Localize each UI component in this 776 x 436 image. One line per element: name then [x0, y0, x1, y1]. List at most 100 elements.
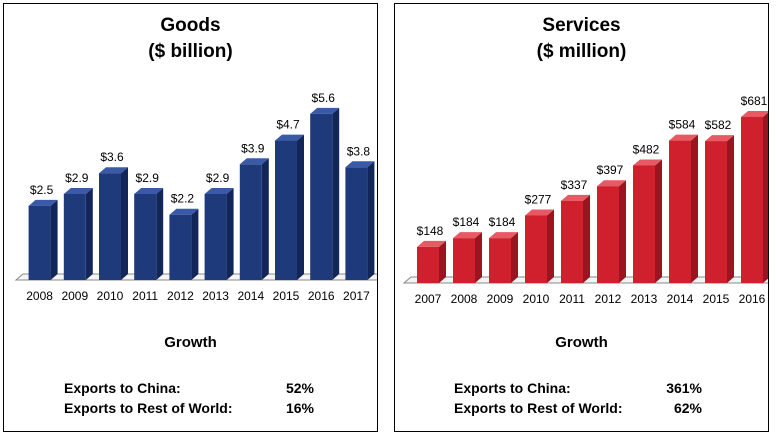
bar [633, 159, 662, 283]
x-tick-label: 2014 [667, 292, 694, 306]
bar-top [669, 134, 698, 141]
data-label: $2.5 [30, 183, 54, 197]
data-label: $3.6 [100, 150, 124, 164]
bar-top [597, 180, 626, 187]
bar-top [204, 187, 234, 194]
data-label: $184 [489, 215, 516, 229]
bar-top [28, 199, 58, 206]
bar [669, 134, 698, 283]
bar-top [453, 232, 482, 239]
bar [561, 194, 590, 283]
bar-side [475, 232, 482, 283]
bar-top [345, 161, 375, 168]
data-label: $2.9 [65, 171, 89, 185]
x-tick-label: 2013 [631, 292, 658, 306]
x-tick-label: 2017 [343, 289, 370, 303]
bar-side [439, 240, 446, 283]
bar-top [633, 159, 662, 166]
bar [169, 208, 199, 280]
growth-value: 62% [673, 400, 702, 416]
bar-side [121, 167, 128, 280]
bar-front [705, 141, 727, 283]
bar [705, 135, 734, 283]
bar [417, 240, 446, 283]
bar-side [226, 187, 234, 280]
bar-front [741, 116, 763, 284]
x-tick-label: 2011 [132, 289, 158, 303]
data-label: $482 [633, 142, 660, 156]
bar-front [169, 214, 192, 280]
bar-side [85, 187, 93, 280]
x-tick-label: 2007 [415, 292, 442, 306]
goods-panel: Goods ($ billion) $2.5 2008 $2.9 2009 $3.6 20… [3, 3, 378, 432]
bar-top [417, 240, 446, 247]
growth-label: Exports to China: [64, 380, 181, 396]
growth-value: 16% [285, 400, 314, 416]
x-tick-label: 2011 [559, 292, 585, 306]
bar-top [741, 110, 768, 117]
bar-side [655, 159, 662, 283]
bar-side [50, 199, 58, 280]
services-bar-chart: $148 2007 $184 2008 $184 2009 $277 2010 $337 2011… [402, 94, 768, 306]
bar-top [310, 107, 340, 114]
x-tick-label: 2016 [308, 289, 335, 303]
data-label: $397 [597, 163, 624, 177]
data-label: $3.9 [241, 141, 265, 155]
services-panel: Services ($ million) $148 2007 $184 2008 $18… [394, 3, 769, 432]
growth-value: 361% [666, 380, 702, 396]
data-label: $3.8 [347, 144, 371, 158]
data-label: $4.7 [276, 118, 300, 132]
bar-front [28, 205, 51, 280]
x-tick-label: 2012 [595, 292, 622, 306]
bar-front [633, 165, 655, 283]
bar-side [367, 161, 375, 280]
bar [275, 134, 304, 280]
bar-front [99, 173, 121, 280]
bar-front [453, 238, 475, 283]
bar [204, 187, 234, 280]
bar [28, 199, 58, 280]
bar [453, 232, 482, 283]
x-tick-label: 2009 [61, 289, 88, 303]
x-tick-label: 2010 [97, 289, 124, 303]
bar [345, 161, 375, 280]
x-tick-label: 2009 [487, 292, 514, 306]
x-tick-label: 2015 [273, 289, 300, 303]
bar-top [525, 209, 554, 216]
bar-side [261, 158, 269, 280]
bar-front [310, 113, 333, 280]
growth-label: Exports to China: [454, 380, 571, 396]
x-tick-label: 2010 [523, 292, 550, 306]
x-tick-label: 2014 [237, 289, 264, 303]
bar-top [169, 208, 199, 215]
data-label: $184 [453, 215, 480, 229]
bar-side [583, 194, 590, 283]
bar-front [63, 193, 86, 280]
bar [597, 180, 626, 283]
bar [134, 187, 164, 280]
data-label: $5.6 [312, 91, 336, 105]
data-label: $148 [417, 224, 444, 238]
bar-side [297, 134, 304, 280]
chart-title: Goods [160, 15, 221, 36]
data-label: $337 [561, 178, 588, 192]
bar [741, 110, 768, 284]
chart-subtitle: ($ billion) [148, 41, 233, 62]
bar [63, 187, 93, 280]
bar-front [669, 140, 691, 283]
bar-top [705, 135, 734, 142]
x-tick-label: 2015 [703, 292, 730, 306]
bar-side [191, 208, 199, 280]
bar-side [511, 232, 518, 283]
bar-top [63, 187, 93, 194]
bar-side [547, 209, 554, 283]
bar-side [332, 107, 340, 280]
bar-front [134, 193, 157, 280]
bar-front [561, 200, 583, 283]
bar [239, 158, 269, 280]
data-label: $582 [705, 118, 732, 132]
bar [310, 107, 340, 280]
bar-front [417, 246, 439, 283]
bar-side [763, 112, 768, 283]
bar-top [239, 158, 269, 165]
